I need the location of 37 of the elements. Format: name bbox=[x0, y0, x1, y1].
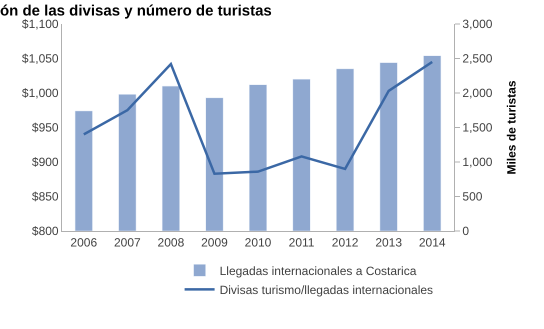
bar bbox=[118, 94, 136, 231]
y2-tick-label: 500 bbox=[462, 190, 483, 204]
y2-tick-label: 2,000 bbox=[462, 86, 493, 100]
chart-title: ón de las divisas y número de turistas bbox=[0, 2, 272, 20]
x-tick-label: 2014 bbox=[418, 235, 446, 250]
y2-tick-label: 1,000 bbox=[462, 155, 493, 170]
y-tick-label: $1,000 bbox=[22, 86, 59, 100]
y2-tick-label: 2,500 bbox=[462, 52, 493, 66]
bar bbox=[74, 110, 93, 231]
x-tick-label: 2011 bbox=[288, 235, 315, 250]
legend-label: Divisas turismo/llegadas internacionales bbox=[220, 283, 434, 298]
x-tick-label: 2013 bbox=[375, 235, 402, 250]
bar bbox=[423, 55, 442, 231]
x-tick-label: 2007 bbox=[114, 235, 141, 250]
bar bbox=[162, 86, 180, 231]
bar bbox=[336, 68, 354, 231]
bar bbox=[205, 98, 224, 231]
x-tick-label: 2012 bbox=[332, 235, 359, 250]
bar bbox=[292, 78, 311, 231]
line-series bbox=[82, 60, 434, 175]
bar bbox=[249, 84, 267, 231]
y-tick-label: $1,100 bbox=[22, 17, 59, 32]
y2-tick-label: 1,500 bbox=[462, 120, 493, 135]
x-tick-label: 2006 bbox=[70, 235, 98, 250]
x-tick-label: 2009 bbox=[201, 235, 228, 250]
y-tick-label: $800 bbox=[32, 224, 59, 238]
x-tick-label: 2010 bbox=[244, 235, 272, 250]
y2-tick-label: 0 bbox=[462, 224, 470, 238]
y-tick-label: $1,050 bbox=[22, 52, 59, 66]
y2-axis-title: Miles de turistas bbox=[504, 80, 519, 175]
y-tick-label: $950 bbox=[32, 120, 59, 135]
y-tick-label: $850 bbox=[32, 190, 59, 204]
y2-tick-label: 3,000 bbox=[462, 17, 493, 32]
y-tick-label: $900 bbox=[32, 155, 59, 170]
x-tick-label: 2008 bbox=[158, 235, 185, 250]
legend-label: Llegadas internacionales a Costarica bbox=[220, 264, 417, 278]
bar bbox=[380, 62, 398, 231]
